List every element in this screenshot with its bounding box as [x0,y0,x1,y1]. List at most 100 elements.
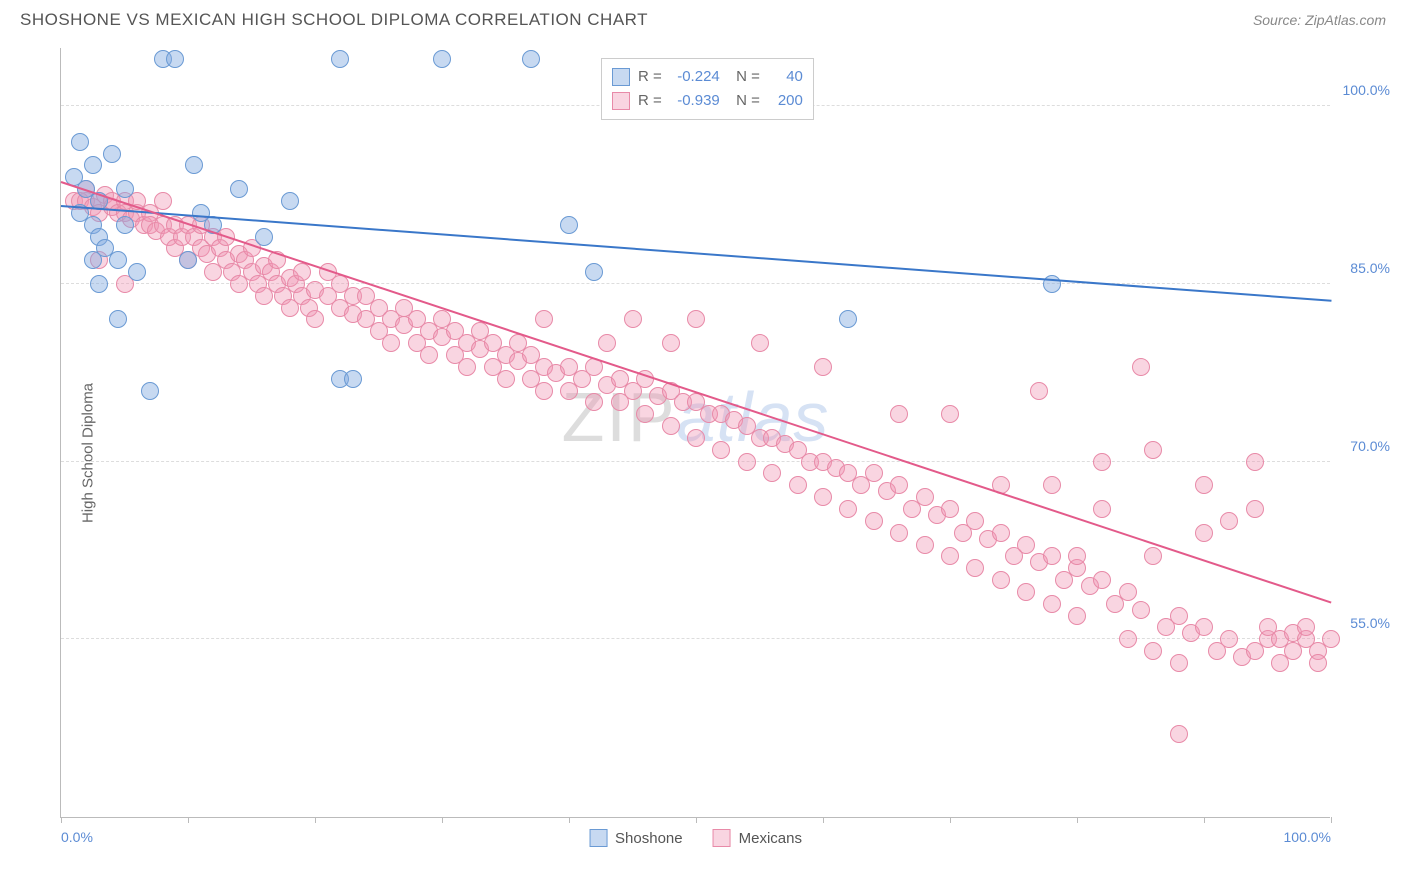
data-point [624,310,642,328]
stat-r-value: -0.939 [670,89,720,113]
x-tick [315,817,316,823]
data-point [1132,601,1150,619]
data-point [966,512,984,530]
data-point [789,476,807,494]
data-point [1132,358,1150,376]
x-tick [823,817,824,823]
data-point [382,334,400,352]
legend-swatch [589,829,607,847]
data-point [1119,630,1137,648]
gridline [61,461,1330,462]
legend-label: Shoshone [615,830,683,847]
data-point [1246,453,1264,471]
data-point [535,310,553,328]
data-point [116,180,134,198]
data-point [916,536,934,554]
data-point [1195,476,1213,494]
data-point [255,228,273,246]
data-point [1043,595,1061,613]
data-point [992,571,1010,589]
data-point [1322,630,1340,648]
data-point [281,192,299,210]
data-point [84,156,102,174]
data-point [1246,500,1264,518]
stat-n-value: 40 [768,65,803,89]
data-point [865,512,883,530]
data-point [116,216,134,234]
data-point [712,441,730,459]
stat-r-label: R = [638,89,662,113]
data-point [154,192,172,210]
trend-line [61,181,1332,603]
x-tick [950,817,951,823]
data-point [1195,618,1213,636]
data-point [814,358,832,376]
data-point [585,393,603,411]
data-point [344,370,362,388]
data-point [1043,476,1061,494]
x-tick [569,817,570,823]
data-point [1017,583,1035,601]
data-point [890,405,908,423]
data-point [992,524,1010,542]
x-tick [696,817,697,823]
data-point [1170,725,1188,743]
data-point [458,358,476,376]
data-point [1170,654,1188,672]
data-point [1119,583,1137,601]
chart-source: Source: ZipAtlas.com [1253,12,1386,28]
x-tick [61,817,62,823]
data-point [839,310,857,328]
data-point [522,50,540,68]
plot-area: ZIPatlas 100.0%85.0%70.0%55.0%0.0%100.0%… [60,48,1330,818]
data-point [497,370,515,388]
legend-swatch [713,829,731,847]
data-point [890,476,908,494]
x-tick [1331,817,1332,823]
legend: Shoshone Mexicans [589,829,802,847]
data-point [560,216,578,234]
data-point [293,263,311,281]
data-point [1144,642,1162,660]
data-point [941,405,959,423]
data-point [433,50,451,68]
y-tick-label: 85.0% [1335,260,1390,276]
chart-container: High School Diploma ZIPatlas 100.0%85.0%… [10,38,1396,868]
data-point [941,547,959,565]
data-point [890,524,908,542]
stats-box: R =-0.224 N =40R =-0.939 N =200 [601,58,814,120]
x-tick [442,817,443,823]
data-point [90,275,108,293]
data-point [865,464,883,482]
data-point [687,310,705,328]
data-point [738,453,756,471]
data-point [636,405,654,423]
legend-item: Shoshone [589,829,683,847]
stats-row: R = -0.939 N = 200 [612,89,803,113]
data-point [71,133,89,151]
data-point [1043,547,1061,565]
data-point [585,263,603,281]
stat-n-label: N = [728,89,760,113]
data-point [1093,453,1111,471]
data-point [1297,618,1315,636]
data-point [941,500,959,518]
gridline [61,638,1330,639]
data-point [966,559,984,577]
data-point [179,251,197,269]
stat-n-value: 200 [768,89,803,113]
data-point [687,429,705,447]
data-point [420,346,438,364]
data-point [1220,630,1238,648]
data-point [166,50,184,68]
data-point [1068,547,1086,565]
stats-row: R =-0.224 N =40 [612,65,803,89]
legend-swatch [612,92,630,110]
legend-label: Mexicans [739,830,802,847]
data-point [1144,547,1162,565]
data-point [839,500,857,518]
legend-swatch [612,68,630,86]
stat-n-label: N = [728,65,760,89]
y-tick-label: 70.0% [1335,438,1390,454]
data-point [306,310,324,328]
